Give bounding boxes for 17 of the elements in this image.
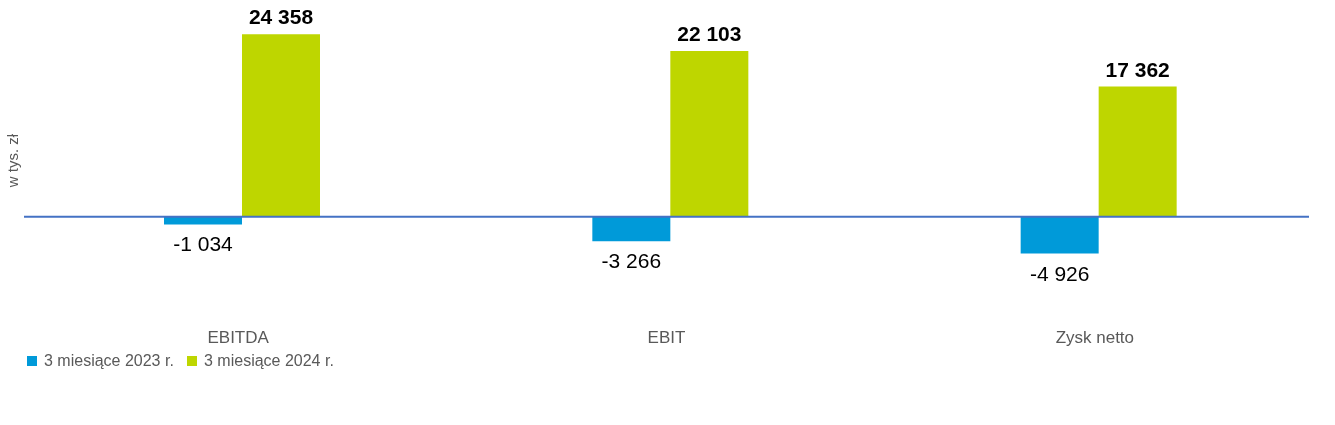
- y-axis-title: w tys. zł: [3, 133, 21, 189]
- bar: [242, 34, 320, 217]
- bar: [670, 51, 749, 217]
- data-label: 17 362: [1105, 57, 1170, 81]
- x-tick-label: Zysk netto: [1055, 327, 1135, 347]
- data-label: 22 103: [677, 22, 742, 46]
- data-label: 24 358: [248, 5, 314, 29]
- data-label: -1 034: [173, 232, 234, 256]
- x-tick-label: EBITDA: [207, 327, 270, 347]
- x-tick-label: EBIT: [647, 327, 686, 347]
- bar: [1020, 216, 1099, 254]
- data-label: -4 926: [1029, 261, 1090, 285]
- bar: [592, 216, 671, 242]
- legend-label: 3 miesiące 2024 r.: [204, 352, 334, 369]
- data-label: -3 266: [601, 249, 662, 273]
- bar: [1098, 86, 1177, 217]
- legend-label: 3 miesiące 2023 r.: [44, 352, 174, 369]
